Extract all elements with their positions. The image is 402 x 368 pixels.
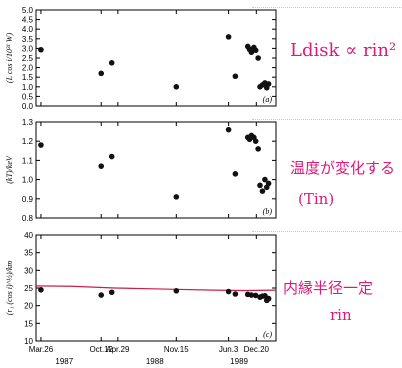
y-tick-label: 30 [24, 266, 33, 275]
y-tick-label: 40 [24, 231, 33, 240]
dotted-guide-middle [252, 119, 402, 120]
data-point [225, 126, 232, 133]
note-c-line1: 内縁半径一定 [283, 279, 374, 297]
y-tick-label: 1.0 [22, 83, 34, 92]
y-tick-label: 1.0 [22, 176, 34, 185]
y-tick-label: 2.5 [22, 54, 34, 63]
x-tick-label: Jun.3 [219, 345, 239, 354]
data-point [255, 55, 261, 61]
data-point [265, 295, 272, 302]
data-point [108, 60, 115, 66]
data-point [98, 70, 105, 77]
x-tick-label: Apr.29 [106, 345, 130, 354]
x-tick-label: Mar.26 [29, 345, 54, 354]
note-a: Ldisk ∝ rin² T [290, 40, 402, 61]
data-point [262, 176, 268, 183]
data-point [248, 49, 255, 56]
note-b-line2: (Tin) [298, 190, 335, 208]
data-point [38, 286, 44, 293]
data-point [252, 47, 259, 54]
data-point [257, 182, 263, 189]
data-point [252, 138, 259, 144]
y-tick-label: 20 [24, 302, 33, 311]
red-fit-line [35, 285, 277, 292]
panel-frame [35, 234, 277, 342]
data-point [108, 153, 115, 160]
y-tick-label: 0.8 [22, 214, 34, 223]
data-point [265, 180, 272, 187]
y-tick-label: 0.0 [22, 102, 34, 111]
y-tick-label: 4.0 [22, 25, 34, 34]
panel-label: (b) [263, 207, 273, 216]
data-point [225, 34, 232, 40]
x-tick-label: Nov.15 [164, 345, 189, 354]
data-point [252, 292, 259, 299]
data-point [265, 81, 272, 87]
note-c-line2: rin [330, 306, 352, 324]
y-tick-label: 1.2 [22, 137, 34, 146]
x-year-label: 1989 [230, 357, 248, 366]
data-point [38, 142, 44, 148]
y-tick-label: 10 [24, 337, 33, 346]
data-point [255, 146, 261, 152]
data-point [232, 291, 239, 297]
y-axis-label: (kT)/keV [5, 155, 14, 184]
panel-label: (c) [263, 330, 272, 339]
y-tick-label: 15 [24, 319, 33, 328]
y-tick-label: 0.9 [22, 195, 34, 204]
y-tick-label: 25 [24, 284, 33, 293]
panel-frame [35, 121, 277, 219]
data-point [232, 171, 239, 177]
data-point [248, 292, 255, 298]
data-point [259, 188, 266, 194]
data-point [38, 46, 44, 53]
y-tick-label: 0.5 [22, 92, 34, 101]
note-b-line1: 温度が変化する [290, 159, 396, 177]
x-year-label: 1987 [55, 357, 73, 366]
y-tick-label: 3.5 [22, 35, 34, 44]
x-tick-label: Oct.12 [89, 345, 113, 354]
panel-label: (a) [263, 95, 273, 104]
data-point [225, 288, 232, 295]
y-tick-label: 1.5 [22, 73, 34, 82]
panel-frame [35, 9, 277, 107]
data-point [98, 163, 105, 169]
y-tick-label: 5.0 [22, 6, 34, 15]
y-tick-label: 3.0 [22, 44, 34, 53]
data-point [108, 289, 115, 296]
data-point [98, 292, 105, 298]
y-tick-label: 2.0 [22, 64, 34, 73]
data-point [173, 194, 180, 200]
dotted-guide-bottom [252, 231, 402, 232]
data-point [173, 288, 180, 294]
y-tick-label: 35 [24, 249, 33, 258]
y-tick-label: 4.5 [22, 16, 34, 25]
x-tick-label: Dec.20 [244, 345, 270, 354]
x-year-label: 1988 [146, 357, 164, 366]
y-axis-label: (L cos i/10³¹ W) [5, 33, 14, 84]
y-axis-label: (r₁ (cos i)^½)/km [5, 261, 14, 316]
data-point [232, 73, 239, 80]
data-point [173, 84, 180, 90]
dotted-guide-top [252, 7, 402, 8]
y-tick-label: 1.1 [22, 156, 34, 165]
y-tick-label: 1.3 [22, 118, 34, 127]
